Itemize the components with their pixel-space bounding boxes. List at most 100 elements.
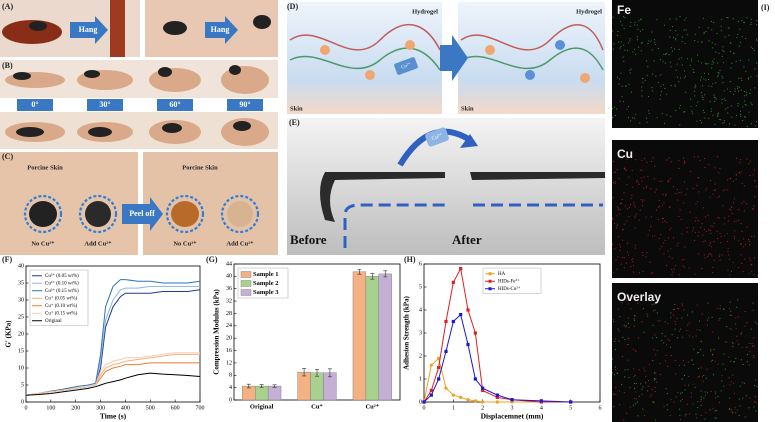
speckle — [702, 109, 704, 111]
speckle — [754, 68, 756, 70]
speckle — [691, 110, 693, 112]
speckle — [729, 397, 731, 399]
speckle — [670, 227, 672, 229]
speckle — [734, 407, 736, 409]
speckle — [733, 383, 735, 385]
speckle — [694, 95, 696, 97]
speckle — [612, 117, 614, 119]
speckle — [635, 391, 637, 393]
speckle — [723, 385, 725, 387]
speckle — [698, 253, 700, 255]
speckle — [612, 107, 614, 109]
speckle — [710, 108, 712, 110]
speckle — [634, 319, 636, 321]
speckle — [717, 62, 719, 64]
speckle — [644, 370, 646, 372]
speckle — [675, 396, 677, 398]
speckle — [674, 84, 676, 86]
y-tick-label: 0 — [419, 399, 422, 405]
speckle — [659, 363, 661, 365]
speckle — [630, 197, 632, 199]
speckle — [627, 323, 629, 325]
speckle — [628, 376, 630, 378]
legend-swatch — [488, 287, 492, 291]
speckle — [613, 172, 615, 174]
speckle — [683, 258, 685, 260]
legend-swatch — [240, 280, 252, 287]
legend-label: Sample 1 — [253, 271, 278, 278]
marker — [495, 393, 499, 397]
speckle — [730, 381, 732, 383]
speckle — [750, 22, 752, 24]
x-tick-label: Original — [250, 403, 274, 410]
speckle — [694, 232, 696, 234]
speckle — [628, 106, 630, 108]
speckle — [619, 316, 621, 318]
speckle — [632, 271, 634, 273]
speckle — [711, 63, 713, 65]
speckle — [690, 98, 692, 100]
speckle — [706, 230, 708, 232]
speckle — [748, 111, 750, 113]
speckle — [749, 351, 751, 353]
speckle — [697, 177, 699, 179]
marker — [459, 395, 463, 399]
speckle — [709, 242, 711, 244]
speckle — [629, 40, 631, 42]
speckle — [623, 267, 625, 269]
speckle — [716, 156, 718, 158]
speckle — [701, 267, 703, 269]
speckle — [637, 337, 639, 339]
speckle — [645, 376, 647, 378]
speckle — [679, 414, 681, 416]
speckle — [640, 19, 642, 21]
speckle — [722, 122, 724, 124]
map — [612, 140, 758, 278]
speckle — [626, 49, 628, 51]
marker — [422, 400, 426, 404]
speckle — [620, 46, 622, 48]
speckle — [716, 33, 718, 35]
legend-label: Sample 3 — [253, 289, 279, 296]
speckle — [670, 161, 672, 163]
speckle — [638, 219, 640, 221]
speckle — [618, 78, 620, 80]
speckle — [716, 76, 718, 78]
speckle — [640, 18, 642, 20]
speckle — [705, 63, 707, 65]
speckle — [685, 194, 687, 196]
speckle — [741, 332, 743, 334]
speckle — [738, 45, 740, 47]
speckle — [659, 373, 661, 375]
speckle — [695, 203, 697, 205]
speckle — [747, 77, 749, 79]
speckle — [681, 378, 683, 380]
speckle — [621, 199, 623, 201]
speckle — [700, 390, 702, 392]
speckle — [680, 400, 682, 402]
speckle — [752, 302, 754, 304]
speckle — [653, 303, 655, 305]
speckle — [730, 409, 732, 411]
speckle — [745, 91, 747, 93]
speckle — [750, 89, 752, 91]
y-tick-label: 15 — [18, 348, 24, 354]
speckle — [659, 248, 661, 250]
speckle — [653, 310, 655, 312]
speckle — [733, 221, 735, 223]
speckle — [730, 329, 732, 331]
speckle — [738, 240, 740, 242]
y-tick-label: 44 — [226, 261, 232, 267]
speckle — [688, 267, 690, 269]
speckle — [753, 345, 755, 347]
legend-label: Cu²⁺ (0.10 wt%) — [45, 280, 79, 286]
speckle — [738, 171, 740, 173]
sample: Add Cu²⁺ — [226, 240, 254, 247]
marker — [437, 377, 441, 381]
speckle — [723, 223, 725, 225]
speckle — [634, 117, 636, 119]
speckle — [708, 245, 710, 247]
speckle — [727, 248, 729, 250]
speckle — [681, 392, 683, 394]
speckle — [720, 30, 722, 32]
